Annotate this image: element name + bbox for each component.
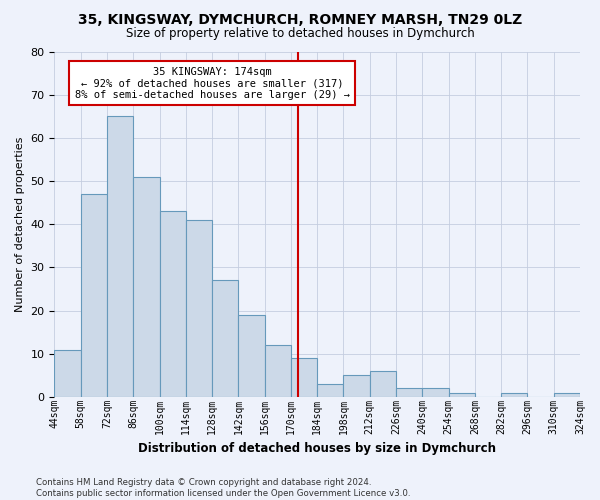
Bar [422, 388, 449, 397]
Bar [160, 212, 186, 397]
Bar [55, 350, 80, 397]
Bar [501, 392, 527, 397]
Bar [107, 116, 133, 397]
Bar [265, 345, 291, 397]
Bar [317, 384, 343, 397]
Bar [449, 392, 475, 397]
Bar [212, 280, 238, 397]
Bar [238, 315, 265, 397]
X-axis label: Distribution of detached houses by size in Dymchurch: Distribution of detached houses by size … [138, 442, 496, 455]
Bar [291, 358, 317, 397]
Text: 35, KINGSWAY, DYMCHURCH, ROMNEY MARSH, TN29 0LZ: 35, KINGSWAY, DYMCHURCH, ROMNEY MARSH, T… [78, 12, 522, 26]
Bar [554, 392, 580, 397]
Text: Size of property relative to detached houses in Dymchurch: Size of property relative to detached ho… [125, 28, 475, 40]
Bar [343, 376, 370, 397]
Bar [133, 177, 160, 397]
Bar [370, 371, 396, 397]
Bar [80, 194, 107, 397]
Text: 35 KINGSWAY: 174sqm
← 92% of detached houses are smaller (317)
8% of semi-detach: 35 KINGSWAY: 174sqm ← 92% of detached ho… [74, 66, 350, 100]
Bar [396, 388, 422, 397]
Text: Contains HM Land Registry data © Crown copyright and database right 2024.
Contai: Contains HM Land Registry data © Crown c… [36, 478, 410, 498]
Bar [186, 220, 212, 397]
Y-axis label: Number of detached properties: Number of detached properties [15, 136, 25, 312]
